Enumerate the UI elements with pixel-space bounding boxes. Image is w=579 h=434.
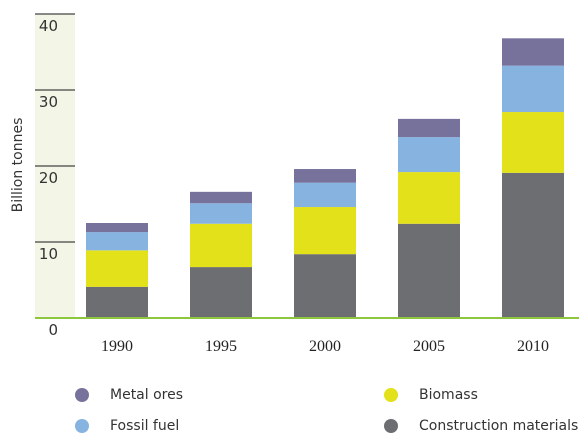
- y-axis-label: Billion tonnes: [10, 118, 26, 213]
- legend-marker: [384, 419, 398, 433]
- legend-label: Biomass: [419, 387, 478, 403]
- legend-marker: [75, 388, 89, 402]
- bar-segment: [86, 232, 148, 251]
- y-tick-label: 30: [39, 93, 58, 111]
- bar-segment: [502, 38, 564, 66]
- bar-segment: [398, 137, 460, 173]
- legend-marker: [75, 419, 89, 433]
- x-tick-label: 2000: [309, 338, 341, 355]
- bar-segment: [190, 203, 252, 224]
- bar-segment: [398, 172, 460, 224]
- bar-segment: [398, 223, 460, 318]
- y-tick-label: 10: [39, 245, 58, 263]
- legend-label: Fossil fuel: [110, 418, 179, 434]
- x-tick-label: 2005: [413, 338, 445, 355]
- bar-segment: [502, 112, 564, 173]
- bar-segment: [294, 254, 356, 318]
- bar-segment: [86, 286, 148, 318]
- bar-segment: [502, 172, 564, 318]
- bar-segment: [86, 223, 148, 233]
- bar-segment: [190, 191, 252, 204]
- bar-segment: [190, 267, 252, 318]
- bar-segment: [294, 169, 356, 183]
- bar-segment: [502, 65, 564, 113]
- legend-label: Construction materials: [419, 418, 578, 434]
- x-tick-label: 1995: [205, 338, 237, 355]
- x-tick-label: 2010: [517, 338, 549, 355]
- bar-segment: [294, 207, 356, 255]
- legend-label: Metal ores: [110, 387, 183, 403]
- legend-marker: [384, 388, 398, 402]
- bar-segment: [190, 223, 252, 268]
- y-tick-label: 20: [39, 169, 58, 187]
- bar-segment: [86, 250, 148, 287]
- x-tick-label: 1990: [101, 338, 133, 355]
- y-tick-label: 40: [39, 17, 58, 35]
- y-tick-label: 0: [48, 321, 58, 339]
- bar-segment: [398, 118, 460, 138]
- bar-segment: [294, 182, 356, 208]
